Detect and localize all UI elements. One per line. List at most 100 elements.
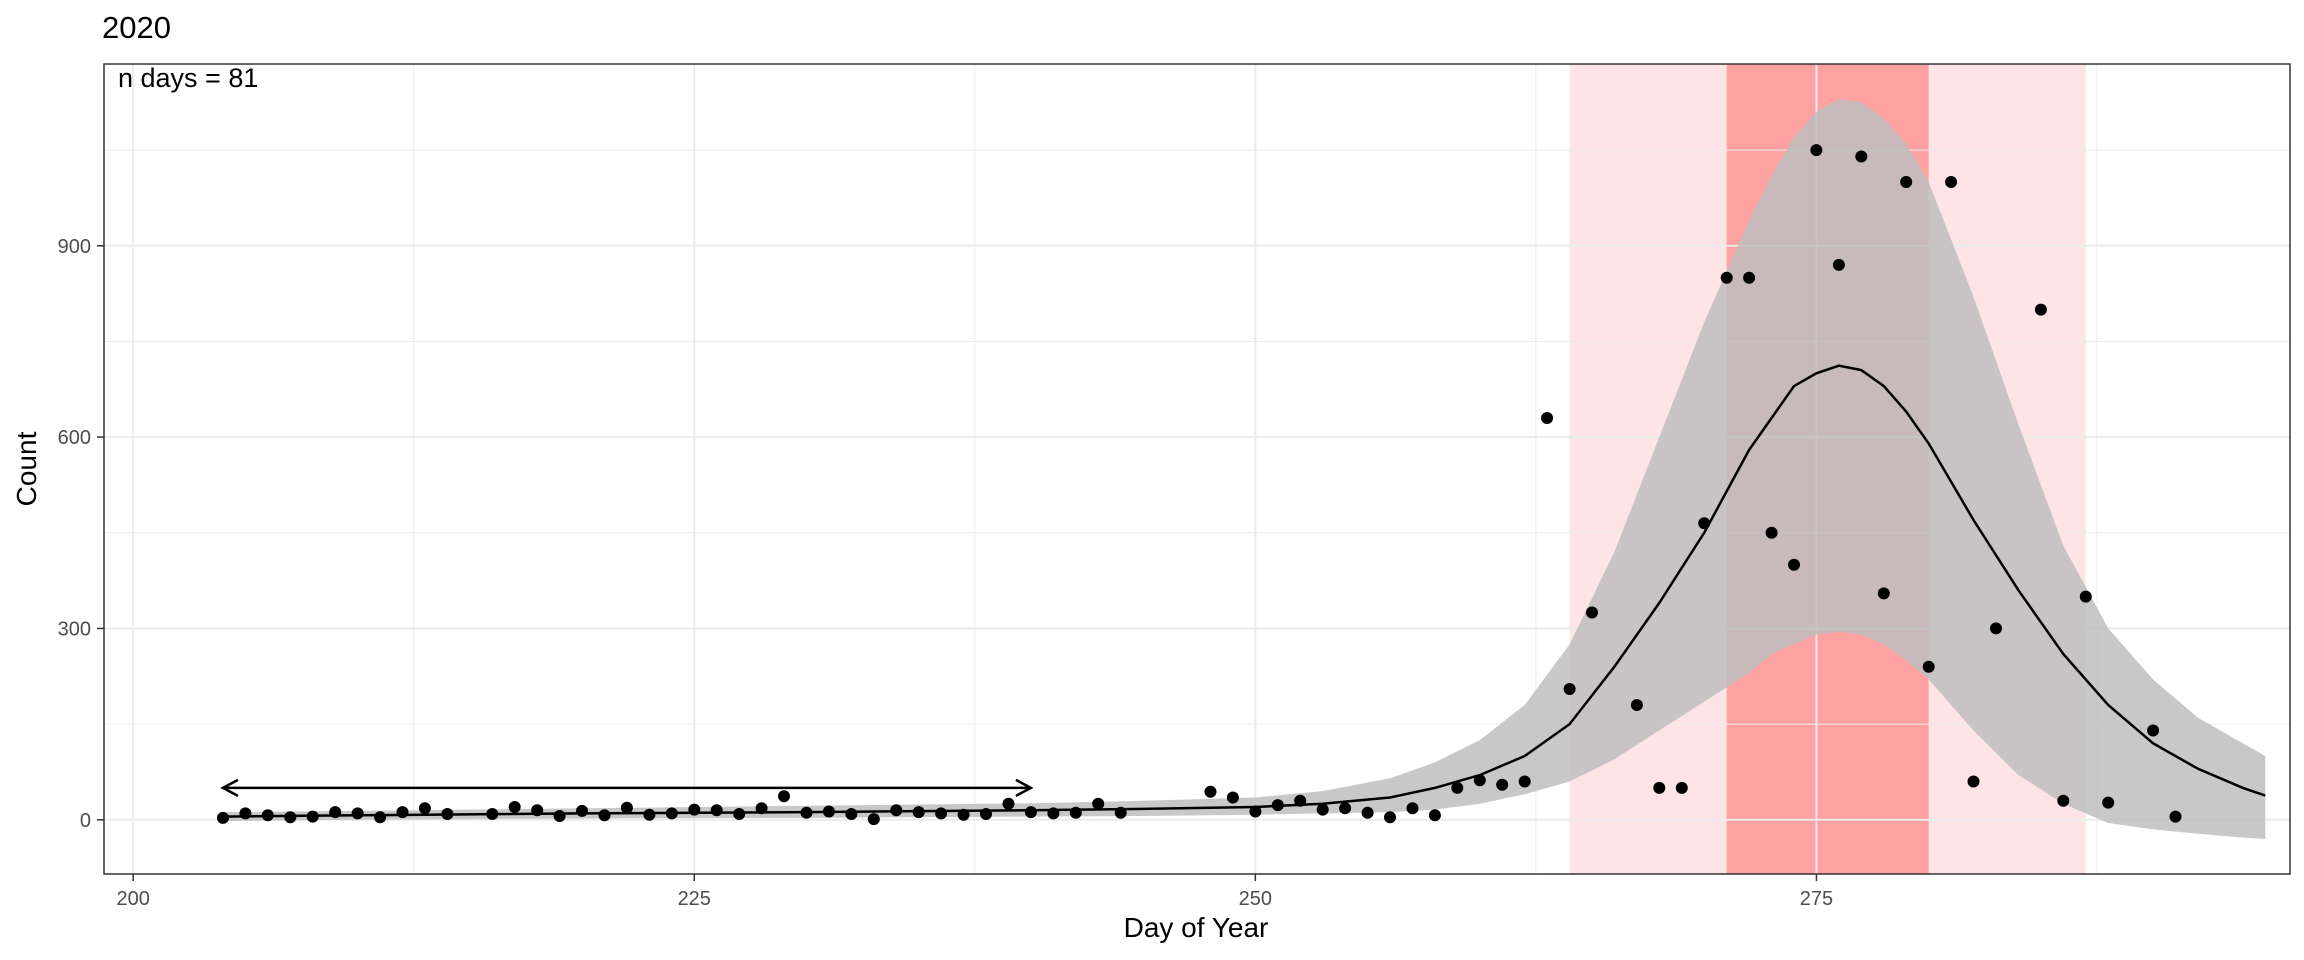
data-point: [329, 806, 342, 819]
data-point: [576, 804, 588, 817]
data-point: [239, 807, 252, 820]
baseline-arrow: [220, 778, 1034, 798]
data-point: [217, 811, 229, 824]
data-point: [374, 811, 387, 824]
fit-curve: [222, 364, 2266, 818]
data-point: [1563, 683, 1576, 695]
data-point: [1092, 797, 1105, 810]
x-tick-label: 225: [678, 888, 711, 910]
data-point: [1653, 781, 1666, 794]
data-point: [665, 807, 678, 820]
data-point: [1945, 176, 1958, 188]
data-point: [912, 806, 925, 819]
data-point: [2169, 810, 2182, 823]
data-point: [1294, 794, 1307, 807]
data-point: [1855, 150, 1868, 163]
data-point: [822, 805, 835, 818]
data-point: [1271, 799, 1284, 812]
data-point: [1743, 271, 1756, 284]
data-point: [1339, 802, 1352, 815]
data-point: [261, 809, 274, 822]
data-point: [306, 810, 319, 823]
data-point: [867, 813, 880, 826]
data-point: [1047, 807, 1060, 820]
data-point: [890, 804, 903, 817]
y-tick-label: 900: [58, 236, 91, 258]
chart-title: 2020: [102, 10, 171, 45]
data-point: [1024, 806, 1037, 819]
data-point: [2034, 303, 2047, 316]
data-point: [1922, 660, 1935, 673]
data-point: [1204, 785, 1217, 798]
data-point: [1496, 778, 1509, 791]
x-tick-label: 200: [116, 888, 149, 910]
y-axis-label: Count: [11, 431, 42, 506]
data-point: [1451, 781, 1464, 794]
x-tick-label: 250: [1239, 888, 1272, 910]
data-point: [1002, 797, 1015, 810]
data-point: [441, 808, 454, 820]
data-point: [755, 802, 768, 815]
data-point: [396, 806, 409, 819]
panel-border: [103, 63, 2291, 875]
data-point: [1900, 176, 1913, 188]
y-tick-label: 600: [58, 427, 91, 449]
data-point: [1428, 809, 1441, 822]
data-point: [486, 808, 499, 820]
x-axis-ticks: 200 225 250 275: [116, 874, 1833, 910]
y-axis-ticks: 0 300 600 900: [58, 236, 104, 832]
data-point: [710, 804, 723, 817]
data-point: [1518, 775, 1531, 788]
data-point: [1720, 271, 1733, 284]
fit-line: [222, 364, 2266, 818]
data-point: [1361, 806, 1374, 819]
data-point: [1226, 791, 1239, 804]
data-point: [620, 801, 633, 814]
data-point: [800, 806, 813, 819]
data-point: [1114, 806, 1127, 819]
data-point: [1384, 811, 1396, 824]
data-point: [1069, 806, 1082, 819]
data-point: [2102, 796, 2115, 809]
data-points: [217, 144, 2182, 826]
x-tick-label: 275: [1800, 888, 1833, 910]
data-point: [2147, 724, 2160, 737]
data-point: [1810, 144, 1823, 157]
y-tick-label: 0: [80, 810, 91, 832]
data-point: [778, 790, 790, 803]
y-tick-label: 300: [58, 618, 91, 640]
data-point: [733, 808, 746, 820]
data-point: [845, 808, 858, 820]
data-point: [1990, 622, 2002, 635]
data-point: [284, 811, 297, 824]
confidence-ribbon: [223, 99, 2266, 839]
data-point: [1630, 699, 1643, 711]
data-point: [1832, 258, 1845, 271]
data-point: [553, 810, 566, 822]
data-point: [1698, 517, 1711, 530]
data-point: [1877, 587, 1890, 600]
data-point: [351, 807, 364, 820]
data-point: [1406, 802, 1419, 815]
n-days-annotation: n days = 81: [118, 63, 258, 93]
data-point: [508, 801, 521, 813]
data-point: [957, 808, 970, 821]
data-point: [688, 803, 701, 816]
data-point: [1473, 774, 1486, 787]
panel-frame: [103, 63, 2291, 875]
data-point: [1249, 805, 1262, 818]
x-axis-label: Day of Year: [1124, 912, 1269, 943]
data-point: [1586, 606, 1598, 619]
data-point: [2057, 794, 2070, 807]
data-point: [598, 809, 611, 822]
data-point: [1675, 781, 1688, 794]
data-point: [643, 808, 656, 821]
data-point: [1541, 412, 1554, 424]
data-point: [1788, 558, 1800, 571]
data-point: [1967, 775, 1980, 788]
data-point: [531, 804, 544, 817]
arrow-head-left: [220, 778, 239, 798]
data-point: [1316, 803, 1329, 816]
ribbon-area: [223, 99, 2266, 839]
data-point: [2079, 590, 2092, 603]
